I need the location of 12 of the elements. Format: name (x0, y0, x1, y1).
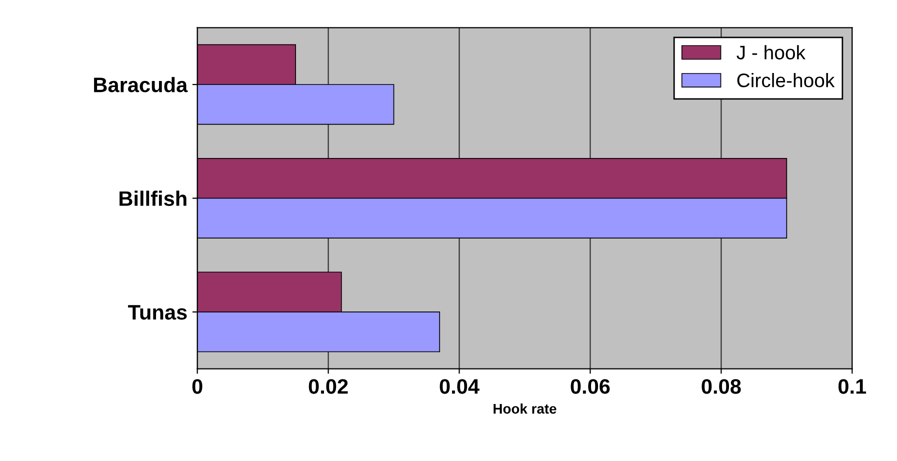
x-tick-label: 0.04 (440, 379, 480, 394)
y-tick-label: Baracuda (94, 76, 188, 92)
y-tick-label: Billfish (120, 190, 186, 206)
x-tick-label: 0 (192, 379, 202, 394)
y-tick-label: Tunas (128, 305, 187, 320)
x-tick-label: 0.06 (570, 379, 610, 394)
x-tick-label: 0.02 (308, 379, 348, 394)
x-tick-label: 0.1 (838, 379, 866, 394)
legend-label: J - hook (736, 45, 806, 60)
x-tick-label: 0.08 (702, 379, 741, 394)
x-axis-title: Hook rate (494, 404, 556, 414)
legend-label: Circle-hook (737, 73, 835, 88)
